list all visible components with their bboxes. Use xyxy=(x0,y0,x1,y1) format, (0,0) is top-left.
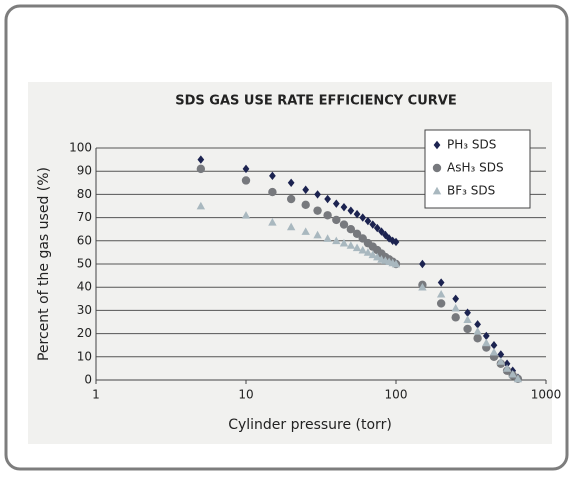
y-tick-label: 100 xyxy=(69,141,92,155)
point xyxy=(268,218,277,226)
point xyxy=(452,294,460,303)
point xyxy=(489,347,499,356)
point xyxy=(373,223,381,233)
point xyxy=(418,283,427,291)
point xyxy=(436,289,446,298)
point xyxy=(497,350,505,359)
point xyxy=(482,338,491,347)
y-tick-label: 80 xyxy=(77,187,92,201)
point xyxy=(324,194,331,204)
point xyxy=(346,225,356,234)
point xyxy=(474,320,481,329)
point xyxy=(286,222,296,231)
y-tick-label: 60 xyxy=(77,233,92,247)
y-tick-label: 10 xyxy=(77,349,92,363)
point xyxy=(196,164,206,174)
point xyxy=(473,334,482,343)
point xyxy=(323,211,332,220)
point xyxy=(241,176,251,185)
point xyxy=(451,303,460,312)
point xyxy=(463,315,472,324)
point xyxy=(323,234,332,242)
y-tick-label: 30 xyxy=(77,303,92,317)
point xyxy=(353,209,361,219)
point xyxy=(391,259,401,268)
point xyxy=(382,230,389,240)
point xyxy=(268,187,277,197)
point xyxy=(496,357,506,365)
legend-label: PH₃ SDS xyxy=(447,138,496,152)
x-tick-label: 1000 xyxy=(531,388,562,402)
point xyxy=(301,200,310,210)
point xyxy=(437,278,445,287)
point xyxy=(502,364,512,372)
point xyxy=(482,331,490,341)
point xyxy=(490,341,498,350)
x-tick-label: 100 xyxy=(385,388,408,402)
legend-label: AsH₃ SDS xyxy=(447,161,504,175)
point xyxy=(332,199,340,208)
point xyxy=(339,238,349,247)
x-axis-label: Cylinder pressure (torr) xyxy=(228,417,392,433)
point xyxy=(269,171,276,181)
y-tick-label: 90 xyxy=(77,164,92,178)
point xyxy=(339,220,349,229)
point xyxy=(451,313,460,322)
point xyxy=(463,324,472,334)
legend xyxy=(424,129,531,209)
point xyxy=(392,237,400,247)
point xyxy=(352,243,362,252)
point xyxy=(369,220,377,229)
point xyxy=(301,227,310,235)
y-tick-label: 20 xyxy=(77,326,92,340)
point xyxy=(508,370,517,378)
point xyxy=(287,178,295,187)
point xyxy=(332,236,341,245)
point xyxy=(347,206,355,215)
point xyxy=(286,194,296,204)
point xyxy=(364,216,372,226)
point xyxy=(368,250,377,259)
point xyxy=(340,202,348,212)
point xyxy=(346,241,356,249)
point xyxy=(241,211,251,219)
legend-label: BF₃ SDS xyxy=(447,184,495,198)
point xyxy=(313,230,322,239)
point xyxy=(513,374,523,383)
point xyxy=(363,248,373,256)
x-tick-label: 1 xyxy=(92,388,100,402)
point xyxy=(313,206,322,215)
point xyxy=(432,163,442,173)
point xyxy=(197,155,205,164)
y-tick-label: 0 xyxy=(84,373,92,387)
point xyxy=(332,215,341,225)
point xyxy=(359,213,367,222)
x-tick-label: 10 xyxy=(238,388,253,402)
point xyxy=(389,236,397,245)
point xyxy=(373,252,382,261)
point xyxy=(436,299,446,308)
point xyxy=(433,140,441,150)
point xyxy=(352,229,362,239)
point xyxy=(378,227,385,236)
point xyxy=(196,201,206,210)
point xyxy=(314,190,321,199)
y-tick-label: 70 xyxy=(77,210,92,224)
point xyxy=(302,185,310,194)
y-axis-label: Percent of the gas used (%) xyxy=(36,167,52,361)
point xyxy=(419,259,426,269)
point xyxy=(358,245,367,254)
point xyxy=(473,327,482,335)
point xyxy=(503,359,511,368)
y-tick-label: 40 xyxy=(77,280,92,294)
y-tick-label: 50 xyxy=(77,257,92,271)
chart-title: SDS GAS USE RATE EFFICIENCY CURVE xyxy=(175,94,456,109)
point xyxy=(432,186,442,195)
point xyxy=(242,164,250,174)
point xyxy=(464,308,471,317)
